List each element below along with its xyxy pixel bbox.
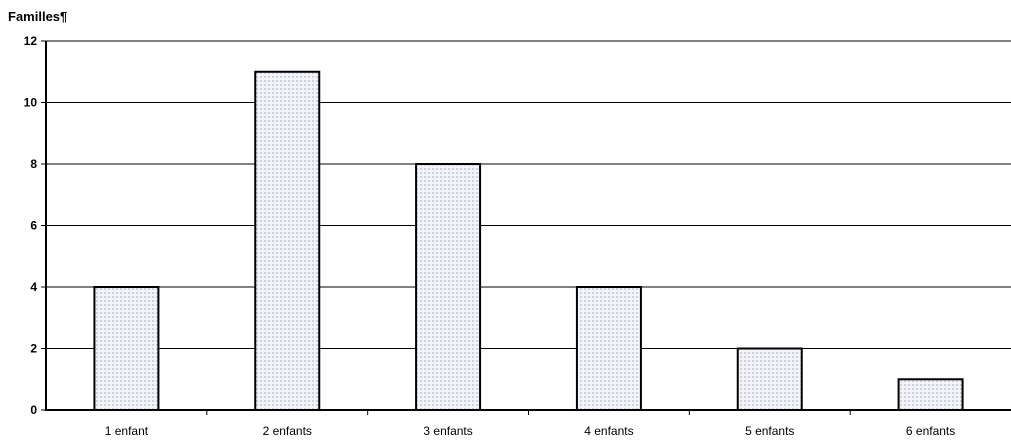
- x-tick-label: 4 enfants: [584, 424, 633, 438]
- x-tick-label: 3 enfants: [423, 424, 472, 438]
- y-axis-label: Familles¶: [8, 9, 67, 24]
- bar: [736, 347, 803, 411]
- bars: [93, 70, 964, 411]
- y-tick-label: 2: [30, 342, 37, 356]
- bar: [93, 286, 160, 411]
- y-tick-label: 0: [30, 403, 37, 417]
- y-tick-label: 8: [30, 157, 37, 171]
- y-tick-labels: 0 2 4 6 8 10 12: [24, 34, 46, 417]
- gridlines: [46, 40, 1011, 349]
- x-tick-label: 5 enfants: [745, 424, 794, 438]
- bar: [254, 70, 321, 411]
- y-tick-label: 12: [24, 34, 38, 48]
- bar: [575, 286, 642, 411]
- x-tick-labels: 1 enfant 2 enfants 3 enfants 4 enfants 5 enf…: [105, 410, 955, 438]
- y-tick-label: 4: [30, 280, 37, 294]
- bar: [897, 378, 964, 411]
- y-tick-label: 6: [30, 219, 37, 233]
- y-tick-label: 10: [24, 96, 38, 110]
- x-tick-label: 2 enfants: [263, 424, 312, 438]
- x-tick-label: 6 enfants: [906, 424, 955, 438]
- x-tick-label: 1 enfant: [105, 424, 149, 438]
- bar: [415, 163, 482, 411]
